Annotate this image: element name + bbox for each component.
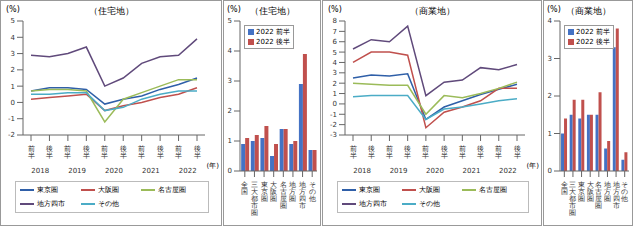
svg-text:2018: 2018 — [31, 167, 49, 173]
svg-text:前半: 前半 — [350, 145, 357, 160]
svg-text:2019: 2019 — [68, 167, 86, 173]
svg-text:後半: 後半 — [404, 145, 411, 160]
svg-text:7: 7 — [333, 28, 337, 36]
svg-text:2: 2 — [548, 92, 552, 100]
svg-text:-1: -1 — [8, 115, 15, 123]
html-text:その他: その他 — [97, 200, 119, 208]
html-text:大阪圏: 大阪圏 — [97, 186, 119, 194]
svg-text:2022: 2022 — [179, 167, 197, 173]
html-text:2022 前半: 2022 前半 — [256, 28, 290, 36]
svg-text:2020: 2020 — [105, 167, 123, 173]
html-text:(年): (年) — [526, 162, 539, 170]
svg-text:後半: 後半 — [120, 145, 127, 160]
svg-text:大阪圏: 大阪圏 — [587, 181, 594, 203]
svg-text:2021: 2021 — [142, 167, 160, 173]
svg-text:東京圏: 東京圏 — [578, 181, 585, 203]
html-text:2022 後半: 2022 後半 — [256, 38, 290, 46]
html-text:大阪圏: 大阪圏 — [419, 186, 440, 194]
svg-text:後半: 後半 — [46, 145, 53, 160]
svg-text:2020: 2020 — [426, 167, 444, 173]
svg-text:0: 0 — [548, 167, 552, 175]
svg-text:2: 2 — [11, 66, 15, 74]
html-text:2022 後半: 2022 後半 — [576, 38, 610, 46]
svg-text:3: 3 — [548, 55, 552, 63]
svg-text:前半: 前半 — [386, 145, 393, 160]
svg-text:後半: 後半 — [157, 145, 164, 160]
svg-text:5: 5 — [11, 17, 15, 25]
svg-text:2019: 2019 — [390, 167, 408, 173]
html-text:東京圏: 東京圏 — [359, 186, 380, 194]
svg-text:0: 0 — [11, 99, 15, 107]
svg-text:その他: その他 — [621, 181, 626, 203]
svg-text:2018: 2018 — [353, 167, 371, 173]
svg-text:前半: 前半 — [138, 145, 145, 160]
svg-text:-3: -3 — [330, 131, 337, 139]
svg-text:4: 4 — [11, 34, 16, 42]
svg-text:その他: その他 — [309, 181, 316, 203]
svg-text:後半: 後半 — [368, 145, 375, 160]
svg-text:4: 4 — [333, 59, 338, 67]
html-text:名古屋圏: 名古屋圏 — [158, 186, 187, 194]
svg-text:名古屋圏: 名古屋圏 — [595, 181, 602, 210]
svg-text:4: 4 — [228, 47, 233, 55]
html-text:（住宅地）: （住宅地） — [249, 6, 295, 16]
svg-text:前半: 前半 — [28, 145, 35, 160]
svg-text:3: 3 — [333, 69, 337, 77]
html-text:地方四市: 地方四市 — [37, 200, 65, 208]
svg-text:地方圏: 地方圏 — [288, 181, 296, 203]
html-text:（商業地）: （商業地） — [565, 6, 611, 16]
svg-text:後半: 後半 — [441, 145, 448, 160]
svg-text:三大都市圏: 三大都市圏 — [251, 181, 258, 217]
svg-text:5: 5 — [333, 49, 337, 57]
svg-text:1: 1 — [228, 137, 232, 145]
svg-text:後半: 後半 — [514, 145, 521, 160]
svg-text:前半: 前半 — [64, 145, 71, 160]
svg-text:地方四市: 地方四市 — [612, 181, 620, 210]
svg-text:三大都市圏: 三大都市圏 — [569, 181, 576, 217]
html-text:2022 前半: 2022 前半 — [576, 28, 610, 36]
svg-text:後半: 後半 — [194, 145, 201, 160]
svg-text:2: 2 — [228, 107, 232, 115]
svg-text:5: 5 — [228, 17, 232, 25]
svg-text:前半: 前半 — [422, 145, 429, 160]
svg-text:全国: 全国 — [561, 181, 568, 196]
svg-text:2: 2 — [333, 80, 337, 88]
html-text:（住宅地）: （住宅地） — [88, 6, 134, 16]
html-text:(年): (年) — [206, 162, 219, 170]
svg-text:0: 0 — [333, 100, 337, 108]
svg-text:前半: 前半 — [101, 145, 108, 160]
html-text:地方四市: 地方四市 — [359, 200, 387, 208]
svg-text:3: 3 — [11, 50, 15, 58]
svg-text:後半: 後半 — [477, 145, 484, 160]
svg-text:1: 1 — [333, 90, 337, 98]
svg-text:大阪圏: 大阪圏 — [270, 181, 277, 203]
svg-text:-1: -1 — [330, 111, 337, 119]
svg-text:2021: 2021 — [463, 167, 481, 173]
svg-text:2022: 2022 — [499, 167, 517, 173]
svg-text:後半: 後半 — [83, 145, 90, 160]
svg-text:6: 6 — [333, 38, 338, 46]
svg-text:全国: 全国 — [241, 181, 248, 196]
svg-text:8: 8 — [333, 17, 337, 25]
svg-text:0: 0 — [228, 167, 232, 175]
svg-text:名古屋圏: 名古屋圏 — [280, 181, 287, 210]
svg-text:3: 3 — [228, 77, 232, 85]
html-text:その他: その他 — [419, 200, 440, 208]
svg-text:1: 1 — [548, 130, 552, 138]
svg-text:前半: 前半 — [495, 145, 502, 160]
svg-text:-2: -2 — [330, 121, 337, 129]
svg-text:前半: 前半 — [175, 145, 182, 160]
svg-text:前半: 前半 — [459, 145, 466, 160]
html-text:（商業地）: （商業地） — [409, 6, 455, 16]
svg-text:東京圏: 東京圏 — [261, 181, 268, 203]
html-text:東京圏: 東京圏 — [37, 186, 58, 194]
svg-text:4: 4 — [548, 17, 553, 25]
svg-text:地方四市: 地方四市 — [298, 181, 306, 210]
html-text:名古屋圏: 名古屋圏 — [479, 186, 508, 194]
svg-text:1: 1 — [11, 83, 15, 91]
svg-text:-2: -2 — [8, 131, 15, 139]
svg-text:地方圏: 地方圏 — [603, 181, 611, 203]
